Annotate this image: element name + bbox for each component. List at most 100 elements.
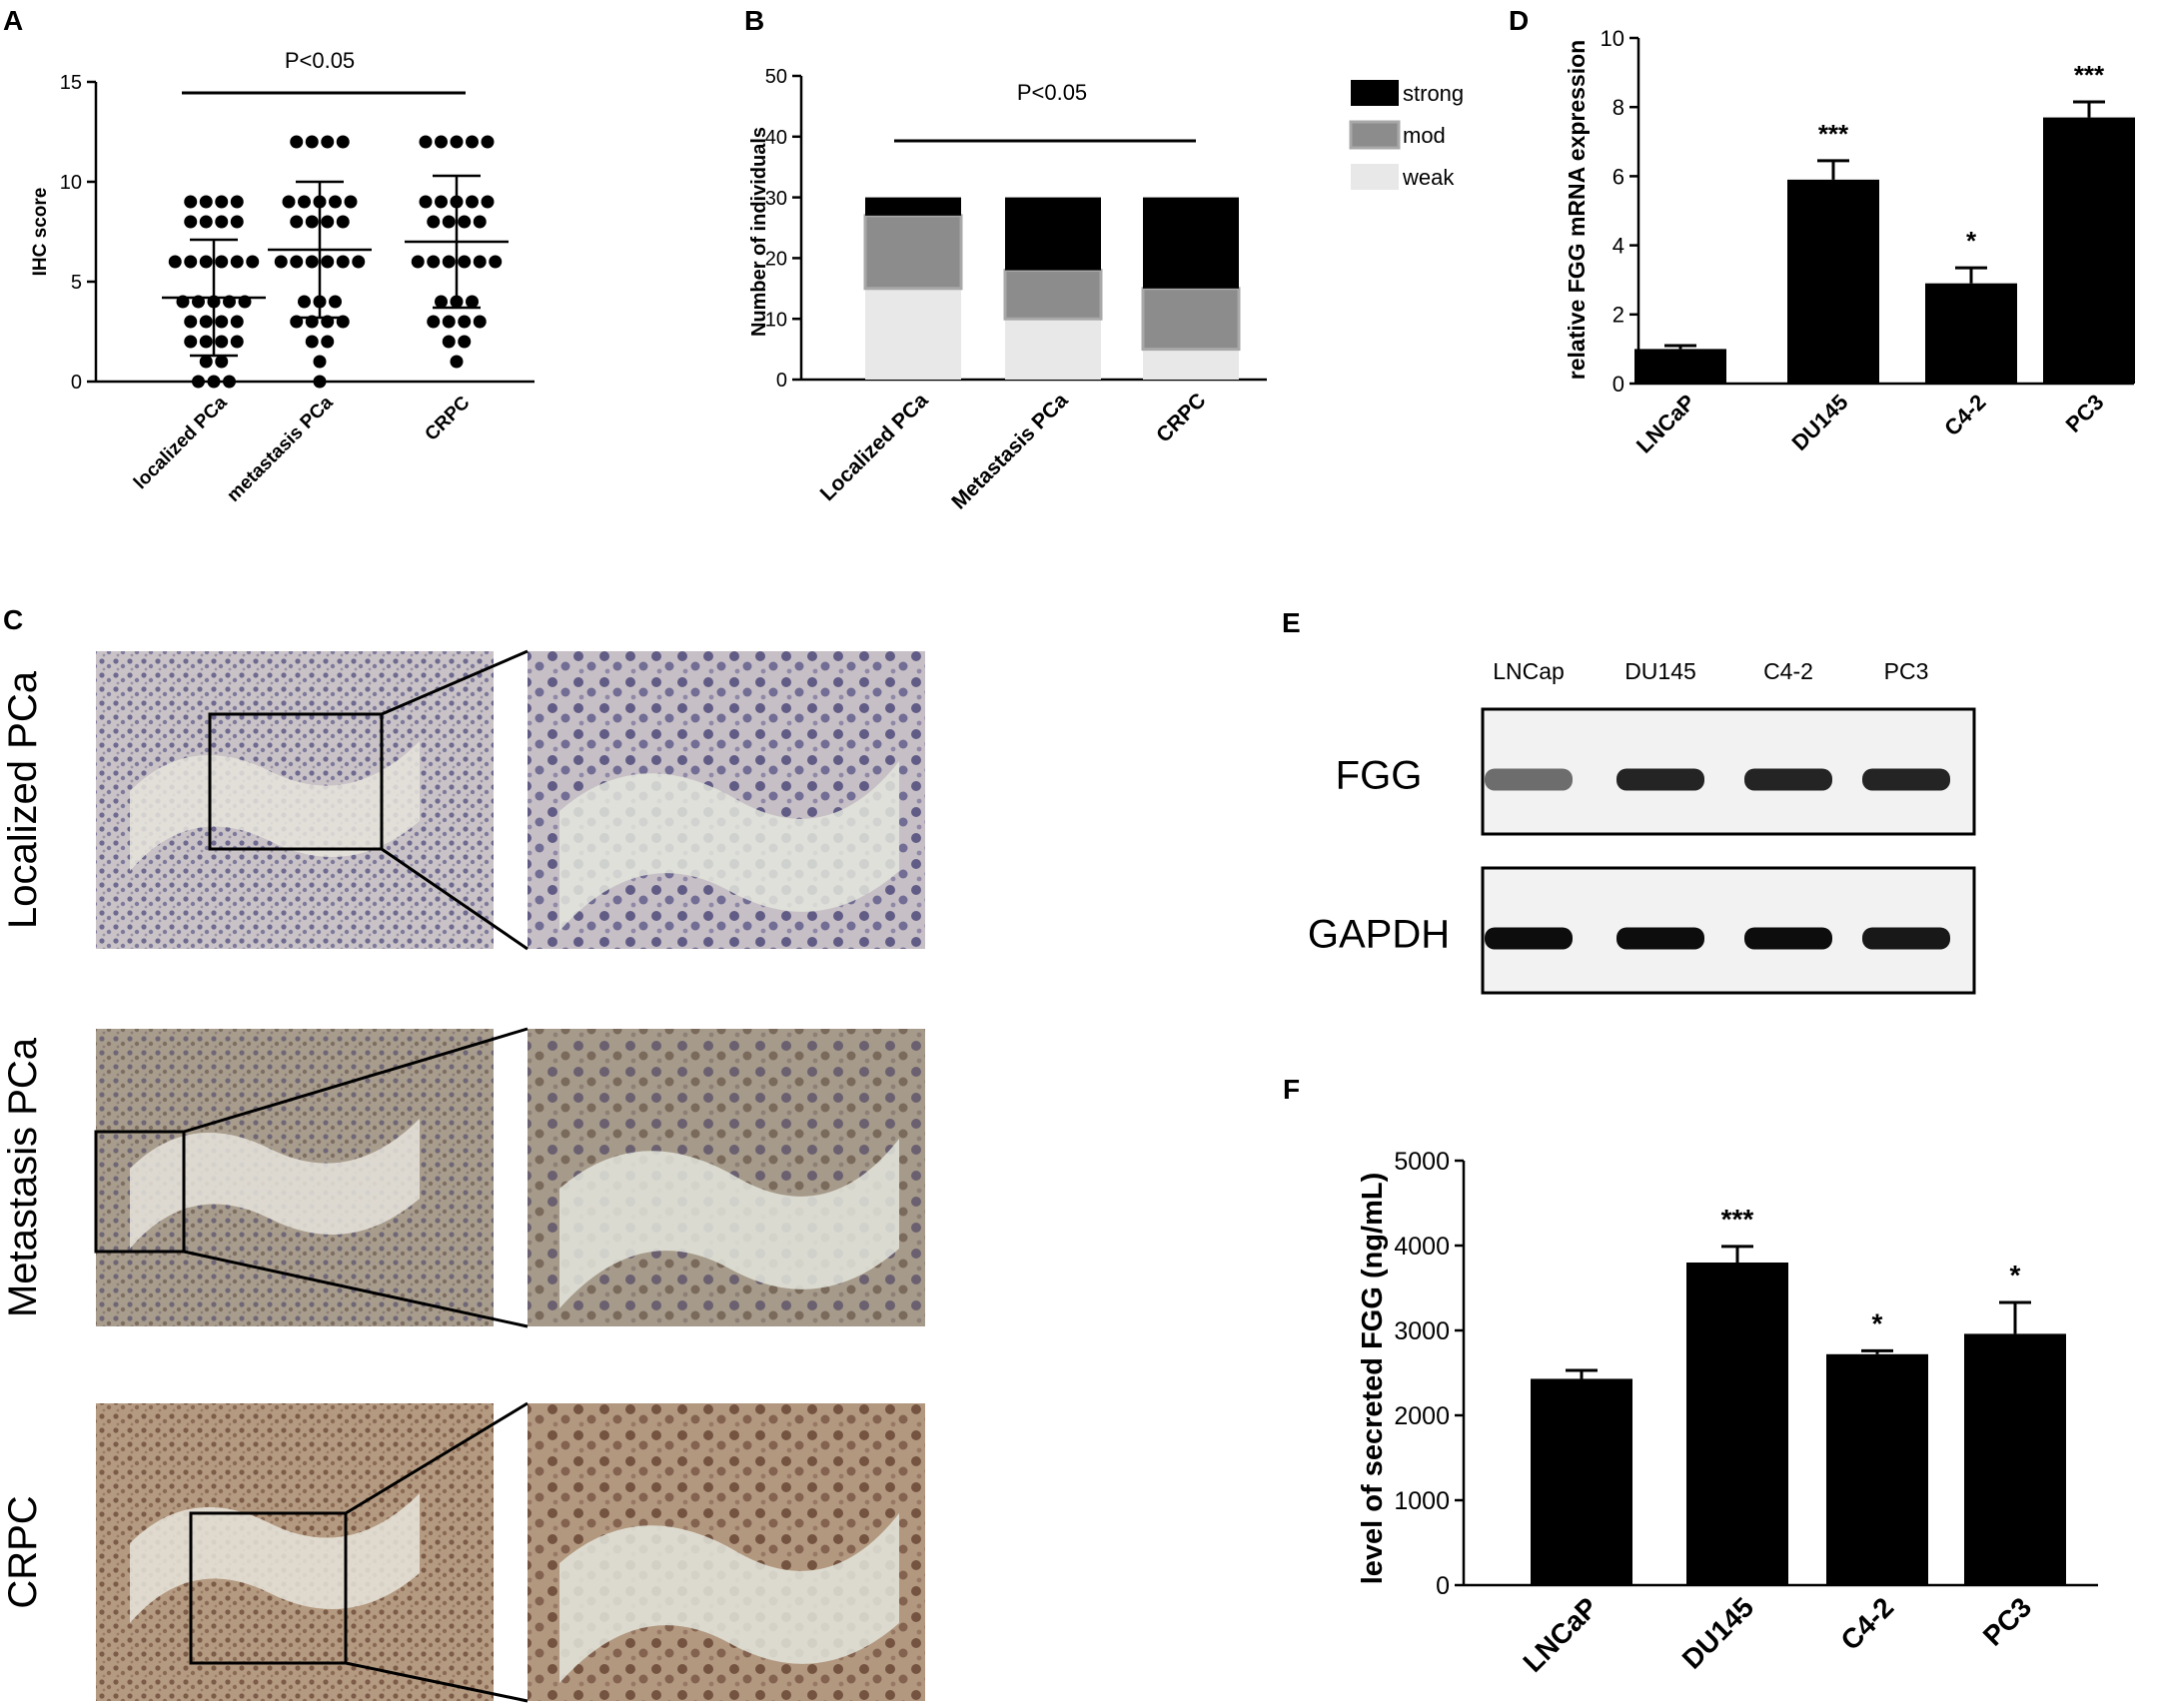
data-point xyxy=(184,195,198,209)
data-point xyxy=(298,295,311,309)
bar-segment-weak xyxy=(1143,349,1239,380)
zoom-region-box xyxy=(94,1130,186,1254)
data-point xyxy=(215,255,229,269)
tissue-lumen xyxy=(130,741,420,871)
y-tick-label: 10 xyxy=(60,172,82,194)
data-point xyxy=(230,195,244,209)
data-point xyxy=(450,135,464,149)
x-tick-label: PC3 xyxy=(1977,1591,2037,1651)
panel-e: E LNCap DU145 C4-2 PC3 FGG GAPDH xyxy=(1282,607,1976,995)
data-point xyxy=(215,195,229,209)
data-point xyxy=(207,375,221,389)
panel-d-bars: ******* xyxy=(1634,60,2135,384)
data-point xyxy=(215,335,229,349)
y-tick-label: 3000 xyxy=(1394,1317,1450,1345)
data-point xyxy=(199,255,213,269)
legend-swatch-strong xyxy=(1351,80,1399,106)
data-point xyxy=(481,135,495,149)
y-tick-label: 10 xyxy=(765,309,787,331)
data-point xyxy=(329,195,342,209)
data-point xyxy=(298,195,311,209)
panel-f-x-tick-labels: LNCaP DU145 C4-2 PC3 xyxy=(1517,1591,2037,1678)
bar xyxy=(1925,283,2017,384)
panel-c: C Localized PCa Metastasis PCa CRPC xyxy=(1,604,925,1703)
data-point xyxy=(458,255,472,269)
panel-letter-c: C xyxy=(3,604,23,635)
row-label: Localized PCa xyxy=(1,670,45,929)
panel-b-y-ticks: 0 10 20 30 40 50 xyxy=(765,66,801,392)
significance-marker: *** xyxy=(2074,60,2105,90)
tissue-lumen xyxy=(559,1513,899,1683)
data-point xyxy=(321,135,335,149)
panel-d-y-label: relative FGG mRNA expression xyxy=(1564,40,1590,380)
data-point xyxy=(290,255,304,269)
tissue-lumen xyxy=(559,761,899,931)
data-point xyxy=(215,315,229,329)
data-point xyxy=(427,255,441,269)
data-point xyxy=(442,255,456,269)
data-point xyxy=(321,335,335,349)
blot-band xyxy=(1862,927,1950,950)
data-point xyxy=(435,295,448,309)
significance-marker: *** xyxy=(1721,1204,1754,1235)
panel-b-y-label: Number of individuals xyxy=(748,127,770,337)
blot-band xyxy=(1617,927,1704,950)
panel-b-significance: P<0.05 xyxy=(1017,80,1087,105)
data-point xyxy=(290,215,304,229)
y-tick-label: 0 xyxy=(71,372,82,394)
data-point xyxy=(435,195,448,209)
panel-e-western-blots: FGG GAPDH xyxy=(1308,707,1976,995)
data-point xyxy=(321,255,335,269)
zoom-connector xyxy=(183,1250,529,1328)
panel-d-y-ticks: 0 2 4 6 8 10 xyxy=(1601,26,1638,397)
zoom-connector xyxy=(345,1661,529,1703)
data-point xyxy=(450,355,464,369)
bar-segment-weak xyxy=(865,288,961,380)
data-point xyxy=(458,215,472,229)
zoom-connector xyxy=(381,649,529,716)
bar-segment-weak xyxy=(1005,319,1101,380)
data-point xyxy=(192,375,205,389)
blot-band xyxy=(1617,768,1704,791)
panel-b-legend: strong mod weak xyxy=(1349,80,1464,190)
blot-band xyxy=(1862,768,1950,791)
bar xyxy=(1826,1353,1928,1585)
blot-label: GAPDH xyxy=(1308,913,1450,957)
y-tick-label: 0 xyxy=(776,370,787,392)
data-point xyxy=(184,315,198,329)
data-point xyxy=(427,315,441,329)
zoom-connector xyxy=(183,1027,529,1134)
panel-b: B 0 10 20 30 40 50 Number of individuals P<0.… xyxy=(744,5,1464,513)
significance-marker: * xyxy=(1966,226,1977,256)
zoom-region-box xyxy=(208,712,384,851)
data-point xyxy=(336,135,350,149)
data-point xyxy=(329,295,342,309)
y-tick-label: 1000 xyxy=(1394,1487,1450,1515)
data-point xyxy=(184,215,198,229)
bar-segment-mod xyxy=(1003,269,1103,321)
panel-e-lane-labels: LNCap DU145 C4-2 PC3 xyxy=(1493,658,1928,684)
x-tick-label: C4-2 xyxy=(1939,390,1990,440)
blot-band xyxy=(1744,768,1832,791)
data-point xyxy=(274,255,288,269)
significance-marker: *** xyxy=(1818,119,1849,149)
y-tick-label: 6 xyxy=(1613,164,1624,189)
legend-label-weak: weak xyxy=(1402,165,1455,190)
bar-segment-strong xyxy=(865,197,961,216)
panel-a-y-label: IHC score xyxy=(30,188,51,277)
x-tick-label: CRPC xyxy=(1152,389,1210,446)
legend-label-strong: strong xyxy=(1403,81,1464,106)
zoom-connector xyxy=(345,1401,529,1515)
data-point xyxy=(305,135,319,149)
data-point xyxy=(168,255,182,269)
bar xyxy=(2043,117,2135,384)
panel-letter-d: D xyxy=(1509,5,1529,36)
panel-a-significance: P<0.05 xyxy=(285,48,355,73)
blot-band xyxy=(1485,927,1573,950)
x-tick-label: C4-2 xyxy=(1834,1591,1899,1656)
data-point xyxy=(466,135,479,149)
data-point xyxy=(473,215,487,229)
x-tick-label: CRPC xyxy=(422,392,475,444)
zoom-region-box xyxy=(189,1511,348,1665)
x-tick-label: Localized PCa xyxy=(816,389,933,505)
